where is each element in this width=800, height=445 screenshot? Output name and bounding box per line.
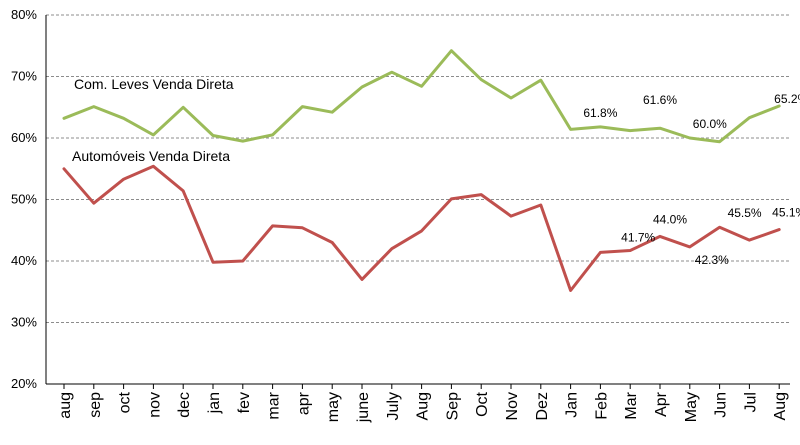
data-label: 42.3%	[695, 253, 729, 267]
y-tick-label: 70%	[11, 69, 37, 84]
y-tick-label: 20%	[11, 376, 37, 391]
x-tick-label: Feb	[593, 392, 610, 420]
data-label: 44.0%	[653, 212, 687, 226]
x-tick-label: may	[325, 392, 342, 422]
x-tick-label: mar	[266, 391, 283, 419]
x-tick-label: Oct	[474, 391, 491, 416]
data-label: 60.0%	[693, 117, 727, 131]
x-tick-label: dec	[176, 392, 193, 418]
x-tick-label: May	[683, 392, 700, 422]
x-tick-label: oct	[117, 391, 134, 413]
y-tick-label: 50%	[11, 192, 37, 207]
x-tick-label: Sep	[444, 392, 461, 421]
x-tick-label: nov	[146, 392, 163, 418]
data-label: 45.5%	[728, 206, 762, 220]
y-tick-label: 60%	[11, 130, 37, 145]
x-tick-label: Aug	[415, 392, 432, 420]
y-tick-label: 30%	[11, 315, 37, 330]
x-tick-label: jan	[206, 392, 223, 414]
x-tick-label: Apr	[653, 391, 670, 417]
data-label: 41.7%	[621, 231, 655, 245]
x-tick-label: Jun	[713, 392, 730, 418]
x-tick-label: Jan	[564, 392, 581, 418]
x-tick-label: Nov	[504, 392, 521, 420]
series-name-label-com-leves: Com. Leves Venda Direta	[74, 76, 234, 92]
series-line-com-leves	[62, 49, 781, 144]
data-label: 65.2%	[774, 92, 800, 106]
series-line-automoveis	[62, 164, 781, 292]
x-tick-label: june	[355, 392, 372, 423]
x-tick-label: Mar	[623, 391, 640, 419]
x-tick-label: aug	[57, 392, 74, 419]
y-tick-label: 40%	[11, 253, 37, 268]
data-label: 61.6%	[643, 93, 677, 107]
x-tick-label: Aug	[772, 392, 789, 420]
x-tick-label: July	[385, 392, 402, 420]
x-tick-label: sep	[87, 392, 104, 418]
series-name-label-automoveis: Automóveis Venda Direta	[72, 148, 230, 164]
x-tick-label: Dez	[534, 392, 551, 420]
data-label: 61.8%	[583, 106, 617, 120]
x-tick-label: apr	[295, 391, 312, 415]
x-tick-label: Jul	[742, 392, 759, 412]
data-label: 45.1%	[772, 206, 800, 220]
y-tick-label: 80%	[11, 7, 37, 22]
x-tick-label: fev	[236, 392, 253, 413]
